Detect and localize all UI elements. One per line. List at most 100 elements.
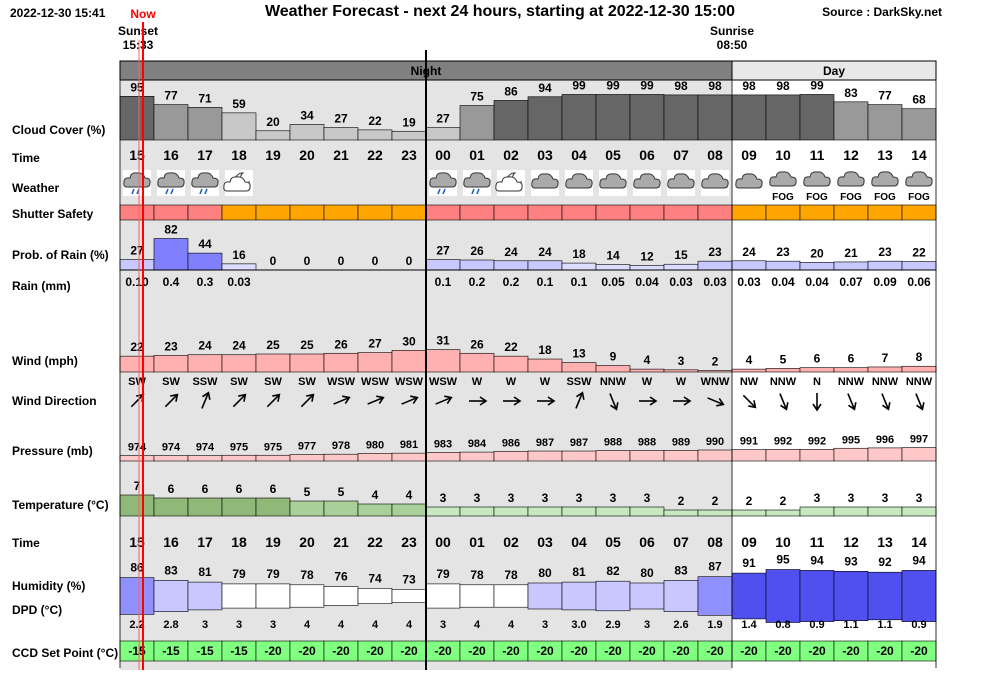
dpd-value: 3 xyxy=(542,619,548,631)
dpd-value: 1.4 xyxy=(741,619,757,631)
rain-prob-value: 24 xyxy=(538,245,552,259)
cloud-cover-value: 94 xyxy=(538,81,552,95)
arrow-head xyxy=(272,393,281,402)
humidity-value: 79 xyxy=(436,567,450,581)
wind-direction-label: NNW xyxy=(600,376,627,388)
humidity-bar xyxy=(765,569,801,623)
pressure-bar xyxy=(391,452,427,462)
shutter-safety-cell xyxy=(425,204,461,221)
cloud-cover-value: 99 xyxy=(640,78,654,92)
row-label-wind-direction: Wind Direction xyxy=(12,394,97,408)
rain-prob-value: 23 xyxy=(776,245,790,259)
cloud-cover-bar xyxy=(595,94,631,141)
wind-bar xyxy=(561,362,597,373)
wind-bar xyxy=(595,365,631,373)
hour-label-top: 07 xyxy=(673,147,689,163)
cloud-cover-bar xyxy=(629,94,665,141)
humidity-bar xyxy=(459,584,495,608)
wind-arrow-icon xyxy=(779,393,789,411)
hour-label-bottom: 14 xyxy=(911,534,927,550)
cloud-icon xyxy=(633,170,661,196)
wind-arrow-icon xyxy=(575,391,585,409)
hour-label-bottom: 08 xyxy=(707,534,723,550)
wind-speed-value: 3 xyxy=(678,354,685,368)
rain-drop xyxy=(131,188,135,195)
pressure-value: 997 xyxy=(910,434,928,446)
temperature-value: 3 xyxy=(848,491,855,505)
wind-direction-label: NNW xyxy=(872,376,899,388)
wind-speed-value: 6 xyxy=(848,352,855,366)
rain-drop xyxy=(165,188,169,195)
hour-label-bottom: 22 xyxy=(367,534,383,550)
arrow-head xyxy=(170,393,179,402)
wind-speed-value: 24 xyxy=(198,339,212,353)
hour-label-bottom: 19 xyxy=(265,534,281,550)
cloud-rain-icon xyxy=(429,170,457,196)
shutter-safety-cell xyxy=(493,204,529,221)
hour-label-bottom: 01 xyxy=(469,534,485,550)
rain-drop xyxy=(442,188,446,195)
row-label-pressure: Pressure (mb) xyxy=(12,444,93,458)
rain-amount-value: 0.2 xyxy=(503,275,520,289)
wind-bar xyxy=(867,366,903,373)
humidity-bar xyxy=(731,572,767,620)
temperature-bar xyxy=(493,506,529,517)
cloud-cover-value: 59 xyxy=(232,97,246,111)
temperature-bar xyxy=(153,497,189,517)
pressure-bar xyxy=(663,450,699,462)
humidity-bar xyxy=(425,583,461,609)
pressure-value: 975 xyxy=(264,441,282,453)
wind-direction-label: NNW xyxy=(906,376,933,388)
rain-prob-value: 27 xyxy=(436,244,450,258)
wind-bar xyxy=(765,368,801,373)
wind-bar xyxy=(901,365,937,373)
temperature-value: 6 xyxy=(202,482,209,496)
arrow-shaft xyxy=(707,397,723,405)
cloud-shape xyxy=(599,173,627,189)
pressure-bar xyxy=(629,450,665,462)
dpd-value: 3 xyxy=(202,619,208,631)
temperature-value: 4 xyxy=(406,488,413,502)
rain-prob-value: 0 xyxy=(372,254,379,268)
row-label-rain: Rain (mm) xyxy=(12,279,71,293)
temperature-bar xyxy=(391,503,427,517)
arrow-head xyxy=(376,395,385,404)
cloud-shape xyxy=(531,173,559,189)
dpd-value: 0.9 xyxy=(809,619,824,631)
dpd-value: 2.6 xyxy=(673,619,688,631)
arrow-shaft xyxy=(164,394,178,408)
rain-prob-bar xyxy=(119,259,155,271)
row-label-ccd: CCD Set Point (°C) xyxy=(12,646,118,660)
wind-direction-label: SW xyxy=(128,376,146,388)
humidity-value: 74 xyxy=(368,571,382,585)
arrow-shaft xyxy=(333,397,349,405)
row-label-temperature: Temperature (°C) xyxy=(12,498,109,512)
ccd-set-point-value: -20 xyxy=(876,644,894,658)
arrow-shaft xyxy=(609,393,617,409)
temperature-bar xyxy=(527,506,563,517)
wind-arrow-icon xyxy=(333,395,351,405)
humidity-bar xyxy=(187,581,223,611)
wind-bar xyxy=(289,353,325,373)
rain-amount-value: 0.03 xyxy=(669,275,693,289)
pressure-bar xyxy=(731,449,767,462)
rain-amount-value: 0.05 xyxy=(601,275,625,289)
arrow-head xyxy=(780,402,789,411)
humidity-bar xyxy=(323,586,359,606)
hour-label-top: 22 xyxy=(367,147,383,163)
dpd-value: 4 xyxy=(338,619,345,631)
wind-direction-label: W xyxy=(472,376,483,388)
pressure-value: 989 xyxy=(672,436,690,448)
shutter-safety-cell xyxy=(357,204,393,221)
hour-label-top: 18 xyxy=(231,147,247,163)
wind-direction-label: WSW xyxy=(361,376,390,388)
wind-direction-label: WSW xyxy=(395,376,424,388)
rain-amount-value: 0.4 xyxy=(163,275,180,289)
rain-prob-value: 18 xyxy=(572,247,586,261)
temperature-value: 2 xyxy=(780,494,787,508)
cloud-cover-bar xyxy=(765,94,801,141)
rain-prob-value: 22 xyxy=(912,246,926,260)
wind-arrow-icon xyxy=(537,396,556,406)
row-label-dpd: DPD (°C) xyxy=(12,603,62,617)
rain-amount-value: 0.03 xyxy=(703,275,727,289)
